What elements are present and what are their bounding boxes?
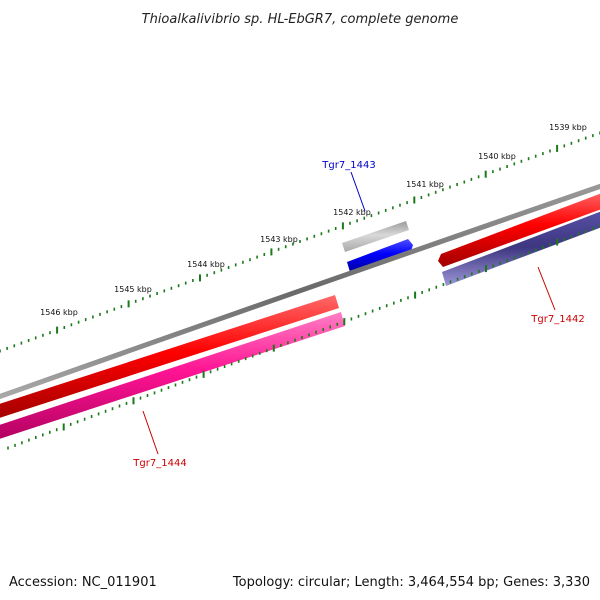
scale-label-1539: 1539 kbp bbox=[549, 123, 587, 132]
inner-scale-ticks bbox=[7, 224, 600, 450]
grey-feature[interactable] bbox=[342, 221, 409, 252]
map-title: Thioalkalivibrio sp. HL-EbGR7, complete … bbox=[142, 12, 459, 27]
gene-forward-right-feature[interactable] bbox=[438, 190, 600, 267]
gene-tgr7-1442-feature[interactable] bbox=[442, 208, 600, 286]
scale-label-1540: 1540 kbp bbox=[478, 152, 516, 161]
scale-labels: 1539 kbp 1540 kbp 1541 kbp 1542 kbp 1543… bbox=[40, 123, 587, 317]
gene-tgr7-1444-feature[interactable] bbox=[0, 312, 345, 442]
scale-label-1545: 1545 kbp bbox=[114, 285, 152, 294]
gene-label-leader-tgr7-1442 bbox=[537, 266, 556, 311]
scale-label-1546: 1546 kbp bbox=[40, 308, 78, 317]
gene-tgr7-1443-feature[interactable] bbox=[347, 239, 413, 272]
scale-label-1544: 1544 kbp bbox=[187, 260, 225, 269]
gene-label-tgr7-1442[interactable]: Tgr7_1442 bbox=[530, 314, 584, 325]
outer-scale-ticks bbox=[0, 131, 600, 353]
scale-label-1542: 1542 kbp bbox=[333, 208, 371, 217]
scale-label-1541: 1541 kbp bbox=[406, 180, 444, 189]
accession-text: Accession: NC_011901 bbox=[9, 575, 157, 590]
scale-label-1543: 1543 kbp bbox=[260, 235, 298, 244]
gene-forward-left-feature[interactable] bbox=[0, 295, 339, 421]
gene-label-tgr7-1444[interactable]: Tgr7_1444 bbox=[132, 458, 186, 469]
gene-label-tgr7-1443[interactable]: Tgr7_1443 bbox=[321, 160, 375, 171]
gene-label-leader-tgr7-1444 bbox=[142, 410, 159, 455]
genome-summary-text: Topology: circular; Length: 3,464,554 bp… bbox=[232, 575, 590, 590]
genome-backbone bbox=[0, 183, 600, 400]
gene-label-leader-tgr7-1443 bbox=[350, 171, 366, 212]
